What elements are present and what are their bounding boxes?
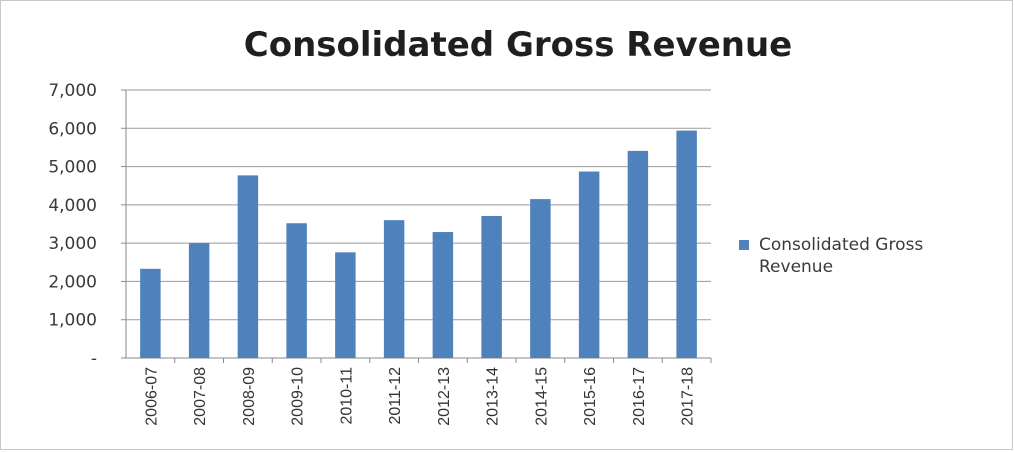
legend: Consolidated Gross Revenue (739, 235, 923, 277)
bar-2013-14 (481, 215, 502, 358)
y-axis-tick-labels: - 1,000 2,000 3,000 4,000 5,000 6,000 7,000 (48, 81, 97, 369)
axes (121, 89, 712, 363)
x-category-label: 2013-14 (485, 367, 502, 426)
y-tick-label: 3,000 (48, 234, 97, 254)
x-category-label: 2016-17 (631, 367, 648, 426)
x-category-label: 2015-16 (582, 367, 599, 426)
x-category-label: 2011-12 (387, 367, 404, 425)
legend-swatch (739, 240, 749, 250)
x-category-label: 2010-11 (338, 367, 355, 425)
y-tick-label: 7,000 (48, 81, 97, 101)
x-category-label: 2008-09 (241, 367, 258, 426)
bar-2012-13 (432, 232, 454, 358)
x-category-label: 2012-13 (436, 367, 453, 426)
bar-2016-17 (627, 150, 649, 358)
y-tick-label: - (91, 349, 97, 369)
bar-2014-15 (530, 199, 551, 358)
y-tick-label: 1,000 (48, 311, 97, 331)
gridlines (126, 89, 711, 321)
x-category-label: 2007-08 (192, 367, 209, 426)
x-category-label: 2014-15 (533, 367, 550, 426)
y-tick-label: 6,000 (48, 119, 97, 139)
y-tick-label: 2,000 (48, 272, 97, 292)
bar-2006-07 (140, 268, 161, 358)
bar-2011-12 (383, 220, 405, 358)
y-tick-label: 4,000 (48, 196, 97, 216)
bar-2010-11 (335, 252, 356, 358)
bar-2007-08 (188, 243, 210, 358)
bars (140, 130, 697, 358)
bar-2015-16 (578, 171, 600, 358)
x-category-label: 2006-07 (143, 367, 160, 426)
bar-2008-09 (237, 175, 259, 358)
x-category-label: 2009-10 (290, 367, 307, 426)
chart-title: Consolidated Gross Revenue (244, 25, 792, 65)
x-category-label: 2017-18 (680, 367, 697, 426)
bar-2009-10 (286, 223, 307, 358)
bar-2017-18 (676, 130, 697, 358)
x-axis-category-labels: 2006-07 2007-08 2008-09 2009-10 2010-11 2011-… (143, 367, 696, 426)
legend-label: Consolidated Gross Revenue (759, 235, 923, 277)
y-tick-label: 5,000 (48, 158, 97, 178)
